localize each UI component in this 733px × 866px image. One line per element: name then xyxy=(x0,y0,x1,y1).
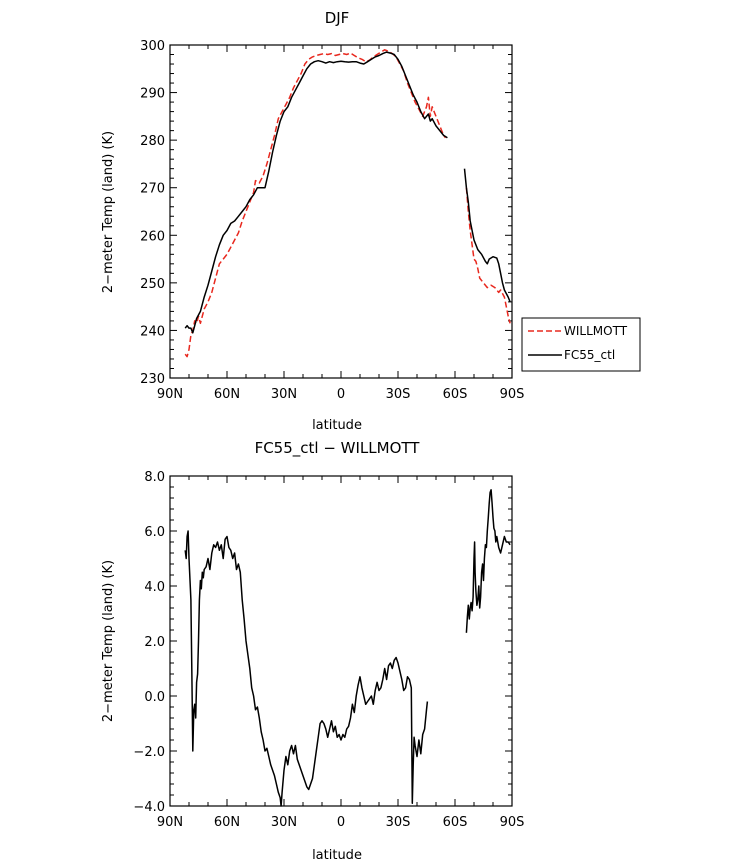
top-y-tick-label: 270 xyxy=(140,182,165,197)
legend-label-fc55-ctl: FC55_ctl xyxy=(564,348,615,362)
top-y-tick-label: 290 xyxy=(140,87,165,102)
top-y-tick-label: 230 xyxy=(140,372,165,387)
bottom-y-tick-label: 0.0 xyxy=(144,690,165,705)
top-y-tick-label: 300 xyxy=(140,39,165,54)
top-series-line-fc55-ctl xyxy=(463,168,511,303)
bottom-series-line-difference xyxy=(184,530,429,807)
top-y-tick-label: 250 xyxy=(140,277,165,292)
top-chart-title: DJF xyxy=(325,9,350,27)
top-x-tick-label: 60S xyxy=(443,387,468,402)
legend-box xyxy=(521,317,641,372)
bottom-chart: FC55_ctl − WILLMOTT 90N 60N 30N 0 30S 60S 90S −… xyxy=(101,439,524,863)
bottom-y-tick-label: −2.0 xyxy=(133,745,165,760)
top-x-tick-label: 90N xyxy=(157,387,183,402)
bottom-x-tick-label: 0 xyxy=(337,815,345,830)
legend: WILLMOTT FC55_ctl xyxy=(521,317,641,372)
bottom-series-line-difference xyxy=(465,489,511,633)
top-y-tick-label: 260 xyxy=(140,229,165,244)
bottom-x-tick-label: 60N xyxy=(214,815,240,830)
bottom-y-tick-label: 4.0 xyxy=(144,580,165,595)
top-plot-frame xyxy=(169,44,513,379)
bottom-plot-frame xyxy=(169,475,513,807)
bottom-x-tick-label: 30S xyxy=(386,815,411,830)
top-x-tick-label: 30S xyxy=(386,387,411,402)
top-x-tick-label: 30N xyxy=(271,387,297,402)
bottom-chart-title: FC55_ctl − WILLMOTT xyxy=(255,439,421,458)
top-y-axis-label: 2−meter Temp (land) (K) xyxy=(101,131,116,293)
top-x-tick-label: 90S xyxy=(500,387,525,402)
bottom-x-axis-label: latitude xyxy=(312,848,362,863)
top-x-tick-label: 0 xyxy=(337,387,345,402)
bottom-x-tick-label: 60S xyxy=(443,815,468,830)
bottom-y-axis-label: 2−meter Temp (land) (K) xyxy=(101,560,116,722)
bottom-y-tick-label: 2.0 xyxy=(144,635,165,650)
bottom-y-tick-label: 6.0 xyxy=(144,525,165,540)
top-series-line-willmott xyxy=(465,187,511,324)
top-chart: DJF 90N 60N 30N 0 30S 60S 90S 230 240 250 260 270 28… xyxy=(101,9,641,433)
top-y-tick-label: 280 xyxy=(140,134,165,149)
top-series-line-willmott xyxy=(184,49,447,358)
top-y-tick-label: 240 xyxy=(140,324,165,339)
bottom-x-tick-label: 90N xyxy=(157,815,183,830)
top-x-tick-label: 60N xyxy=(214,387,240,402)
top-series-line-fc55-ctl xyxy=(184,51,448,334)
legend-label-willmott: WILLMOTT xyxy=(564,324,628,338)
bottom-y-tick-label: 8.0 xyxy=(144,470,165,485)
bottom-y-tick-label: −4.0 xyxy=(133,800,165,815)
bottom-x-tick-label: 30N xyxy=(271,815,297,830)
bottom-x-tick-label: 90S xyxy=(500,815,525,830)
top-x-axis-label: latitude xyxy=(312,418,362,433)
